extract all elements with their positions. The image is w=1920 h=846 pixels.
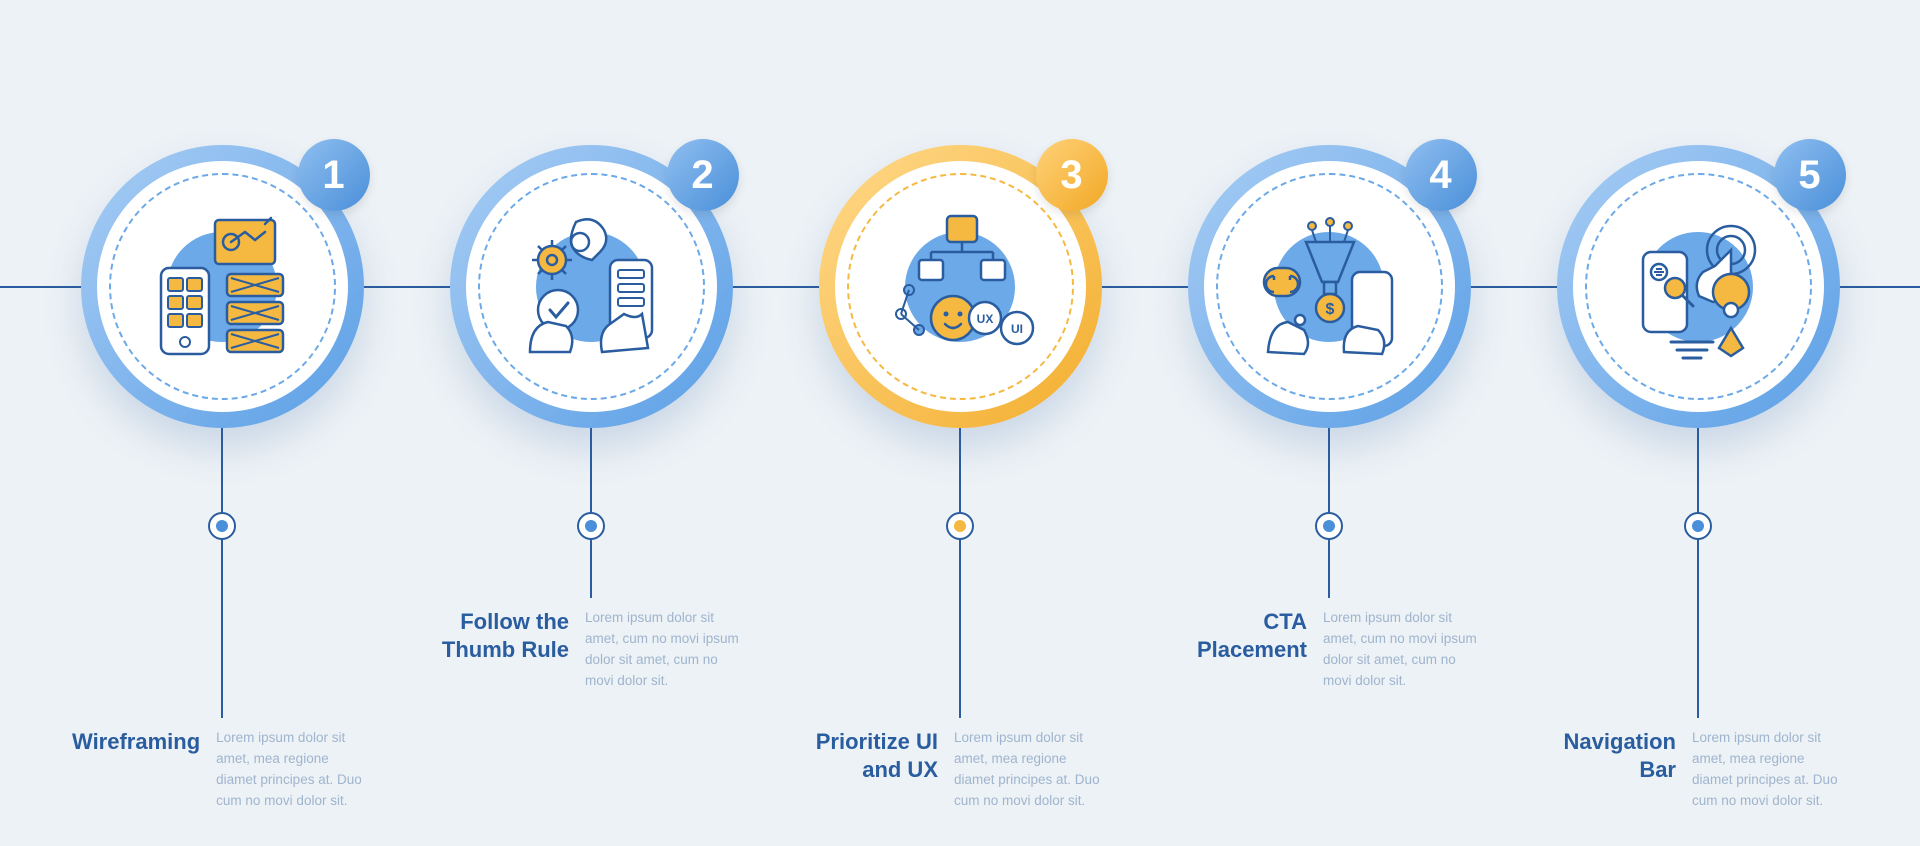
step-4-title: CTA Placement [1179, 608, 1307, 663]
connector-2 [590, 538, 592, 598]
step-5-medal: 5 [1557, 145, 1840, 428]
connector [1328, 426, 1330, 514]
step-1-text: Wireframing Lorem ipsum dolor sit amet, … [72, 728, 372, 812]
dot-inner [1323, 520, 1335, 532]
step-5-desc: Lorem ipsum dolor sit amet, mea regione … [1692, 728, 1848, 812]
step-3: UX UI 3 Prioritize UI and UX Lorem ipsum… [819, 145, 1102, 812]
step-1-badge: 1 [298, 139, 370, 211]
step-3-number: 3 [1060, 153, 1082, 198]
timeline-dot [1315, 512, 1343, 540]
infographic-items: 1 Wireframing Lorem ipsum dolor sit amet… [0, 145, 1920, 812]
step-2-text: Follow the Thumb Rule Lorem ipsum dolor … [441, 608, 741, 692]
connector [590, 426, 592, 514]
dot-inner [585, 520, 597, 532]
step-2-medal: 2 [450, 145, 733, 428]
cta-icon: $ [1244, 202, 1414, 372]
connector [959, 426, 961, 514]
step-5: 5 Navigation Bar Lorem ipsum dolor sit a… [1557, 145, 1840, 812]
step-4: $ 4 [1188, 145, 1471, 812]
connector-2 [1328, 538, 1330, 598]
timeline-dot [208, 512, 236, 540]
step-4-text: CTA Placement Lorem ipsum dolor sit amet… [1179, 608, 1479, 692]
dot-inner [216, 520, 228, 532]
timeline-dot [946, 512, 974, 540]
step-1: 1 Wireframing Lorem ipsum dolor sit amet… [81, 145, 364, 812]
navigation-icon [1613, 202, 1783, 372]
step-3-badge: 3 [1036, 139, 1108, 211]
connector-2 [1697, 538, 1699, 718]
step-5-number: 5 [1798, 153, 1820, 198]
step-2-title: Follow the Thumb Rule [441, 608, 569, 663]
step-3-desc: Lorem ipsum dolor sit amet, mea regione … [954, 728, 1110, 812]
step-5-title: Navigation Bar [1548, 728, 1676, 783]
timeline-dot [577, 512, 605, 540]
step-4-badge: 4 [1405, 139, 1477, 211]
step-2: 2 Follow the Thumb Rule Lorem ipsum dolo… [450, 145, 733, 812]
step-5-text: Navigation Bar Lorem ipsum dolor sit ame… [1548, 728, 1848, 812]
step-1-desc: Lorem ipsum dolor sit amet, mea regione … [216, 728, 372, 812]
timeline-dot [1684, 512, 1712, 540]
step-1-title: Wireframing [72, 728, 200, 756]
step-4-desc: Lorem ipsum dolor sit amet, cum no movi … [1323, 608, 1479, 692]
connector [1697, 426, 1699, 514]
svg-text:$: $ [1326, 301, 1335, 318]
svg-text:UI: UI [1011, 322, 1023, 336]
ui-ux-icon: UX UI [875, 202, 1045, 372]
step-5-badge: 5 [1774, 139, 1846, 211]
connector-2 [221, 538, 223, 718]
dot-inner [1692, 520, 1704, 532]
thumb-rule-icon [506, 202, 676, 372]
step-1-medal: 1 [81, 145, 364, 428]
dot-inner [954, 520, 966, 532]
step-2-desc: Lorem ipsum dolor sit amet, cum no movi … [585, 608, 741, 692]
svg-text:UX: UX [977, 312, 994, 326]
step-1-number: 1 [322, 153, 344, 198]
step-3-text: Prioritize UI and UX Lorem ipsum dolor s… [810, 728, 1110, 812]
step-2-badge: 2 [667, 139, 739, 211]
step-3-medal: UX UI 3 [819, 145, 1102, 428]
step-2-number: 2 [691, 153, 713, 198]
step-3-title: Prioritize UI and UX [810, 728, 938, 783]
connector [221, 426, 223, 514]
wireframe-icon [137, 202, 307, 372]
step-4-medal: $ 4 [1188, 145, 1471, 428]
connector-2 [959, 538, 961, 718]
step-4-number: 4 [1429, 153, 1451, 198]
